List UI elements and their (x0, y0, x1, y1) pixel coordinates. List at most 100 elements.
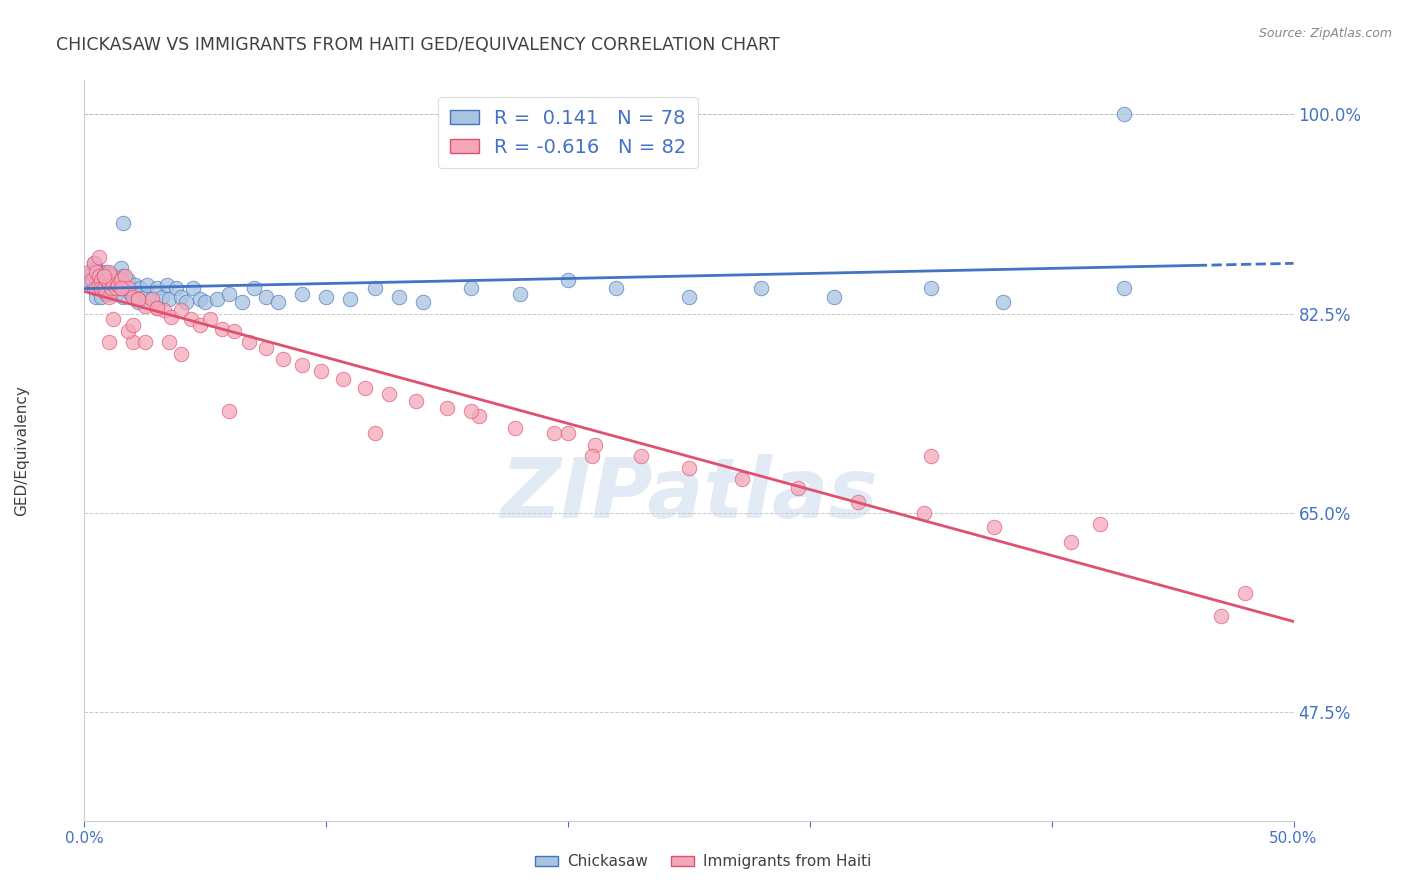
Point (121, 318, 143, 333)
Point (146, 280, 169, 294)
Point (86, 276, 108, 290)
Point (242, 280, 264, 294)
Point (127, 292, 149, 306)
Point (87, 278, 110, 293)
Point (1088, 517, 1111, 532)
Point (103, 284, 125, 298)
Point (920, 449, 942, 463)
Point (412, 295, 434, 310)
Point (90, 280, 112, 294)
Point (77, 265, 100, 279)
Point (983, 520, 1005, 534)
Text: ZIPatlas: ZIPatlas (501, 454, 877, 535)
Point (332, 372, 354, 386)
Point (363, 280, 385, 294)
Point (94, 276, 117, 290)
Point (170, 303, 193, 318)
Point (254, 341, 277, 355)
Point (100, 269, 122, 284)
Point (153, 303, 176, 318)
Point (363, 426, 385, 441)
Point (1234, 586, 1257, 600)
Point (405, 394, 427, 409)
Point (231, 295, 253, 310)
Point (218, 287, 240, 301)
Point (87, 250, 110, 264)
Point (170, 346, 193, 360)
Point (100, 267, 122, 281)
Point (1114, 107, 1136, 121)
Point (146, 301, 169, 315)
Point (211, 321, 233, 335)
Y-axis label: GED/Equivalency: GED/Equivalency (14, 385, 28, 516)
Point (104, 272, 127, 286)
Point (160, 310, 183, 325)
Point (127, 295, 149, 310)
Point (436, 401, 458, 416)
Point (157, 292, 180, 306)
Point (460, 280, 482, 294)
Point (121, 290, 143, 304)
Point (129, 280, 152, 294)
Point (97, 269, 120, 284)
Point (751, 280, 773, 294)
Point (315, 290, 337, 304)
Point (194, 295, 217, 310)
Point (136, 278, 159, 293)
Point (94, 272, 117, 286)
Point (112, 269, 135, 284)
Point (117, 324, 139, 338)
Point (786, 481, 808, 495)
Point (112, 280, 135, 294)
Point (97, 276, 120, 290)
Point (127, 292, 149, 306)
Point (583, 438, 606, 452)
Point (460, 403, 482, 417)
Point (117, 272, 139, 286)
Point (90, 269, 112, 284)
Point (291, 287, 314, 301)
Point (93, 284, 115, 298)
Point (912, 506, 935, 520)
Point (110, 261, 132, 276)
Point (165, 280, 187, 294)
Point (224, 324, 246, 338)
Point (103, 276, 125, 290)
Legend: Chickasaw, Immigrants from Haiti: Chickasaw, Immigrants from Haiti (529, 848, 877, 875)
Point (181, 280, 204, 294)
Point (271, 352, 294, 367)
Point (134, 299, 156, 313)
Point (267, 295, 290, 310)
Point (174, 295, 197, 310)
Text: CHICKASAW VS IMMIGRANTS FROM HAITI GED/EQUIVALENCY CORRELATION CHART: CHICKASAW VS IMMIGRANTS FROM HAITI GED/E… (56, 36, 780, 54)
Point (846, 494, 869, 508)
Point (920, 280, 942, 294)
Point (993, 295, 1015, 310)
Point (134, 335, 156, 350)
Point (97, 335, 120, 350)
Point (86, 280, 108, 294)
Point (110, 280, 132, 294)
Point (218, 403, 240, 417)
Point (503, 420, 526, 434)
Point (87, 278, 110, 293)
Point (557, 426, 579, 441)
Point (509, 287, 531, 301)
Point (378, 386, 401, 401)
Point (104, 287, 127, 301)
Point (112, 290, 135, 304)
Point (467, 409, 489, 424)
Point (94, 265, 117, 279)
Point (93, 269, 115, 284)
Point (80, 272, 103, 286)
Point (97, 276, 120, 290)
Point (100, 284, 122, 298)
Point (93, 269, 115, 284)
Point (557, 272, 579, 286)
Point (93, 267, 115, 281)
Point (190, 292, 212, 306)
Point (110, 280, 132, 294)
Point (731, 472, 754, 486)
Point (77, 272, 100, 286)
Point (311, 364, 333, 378)
